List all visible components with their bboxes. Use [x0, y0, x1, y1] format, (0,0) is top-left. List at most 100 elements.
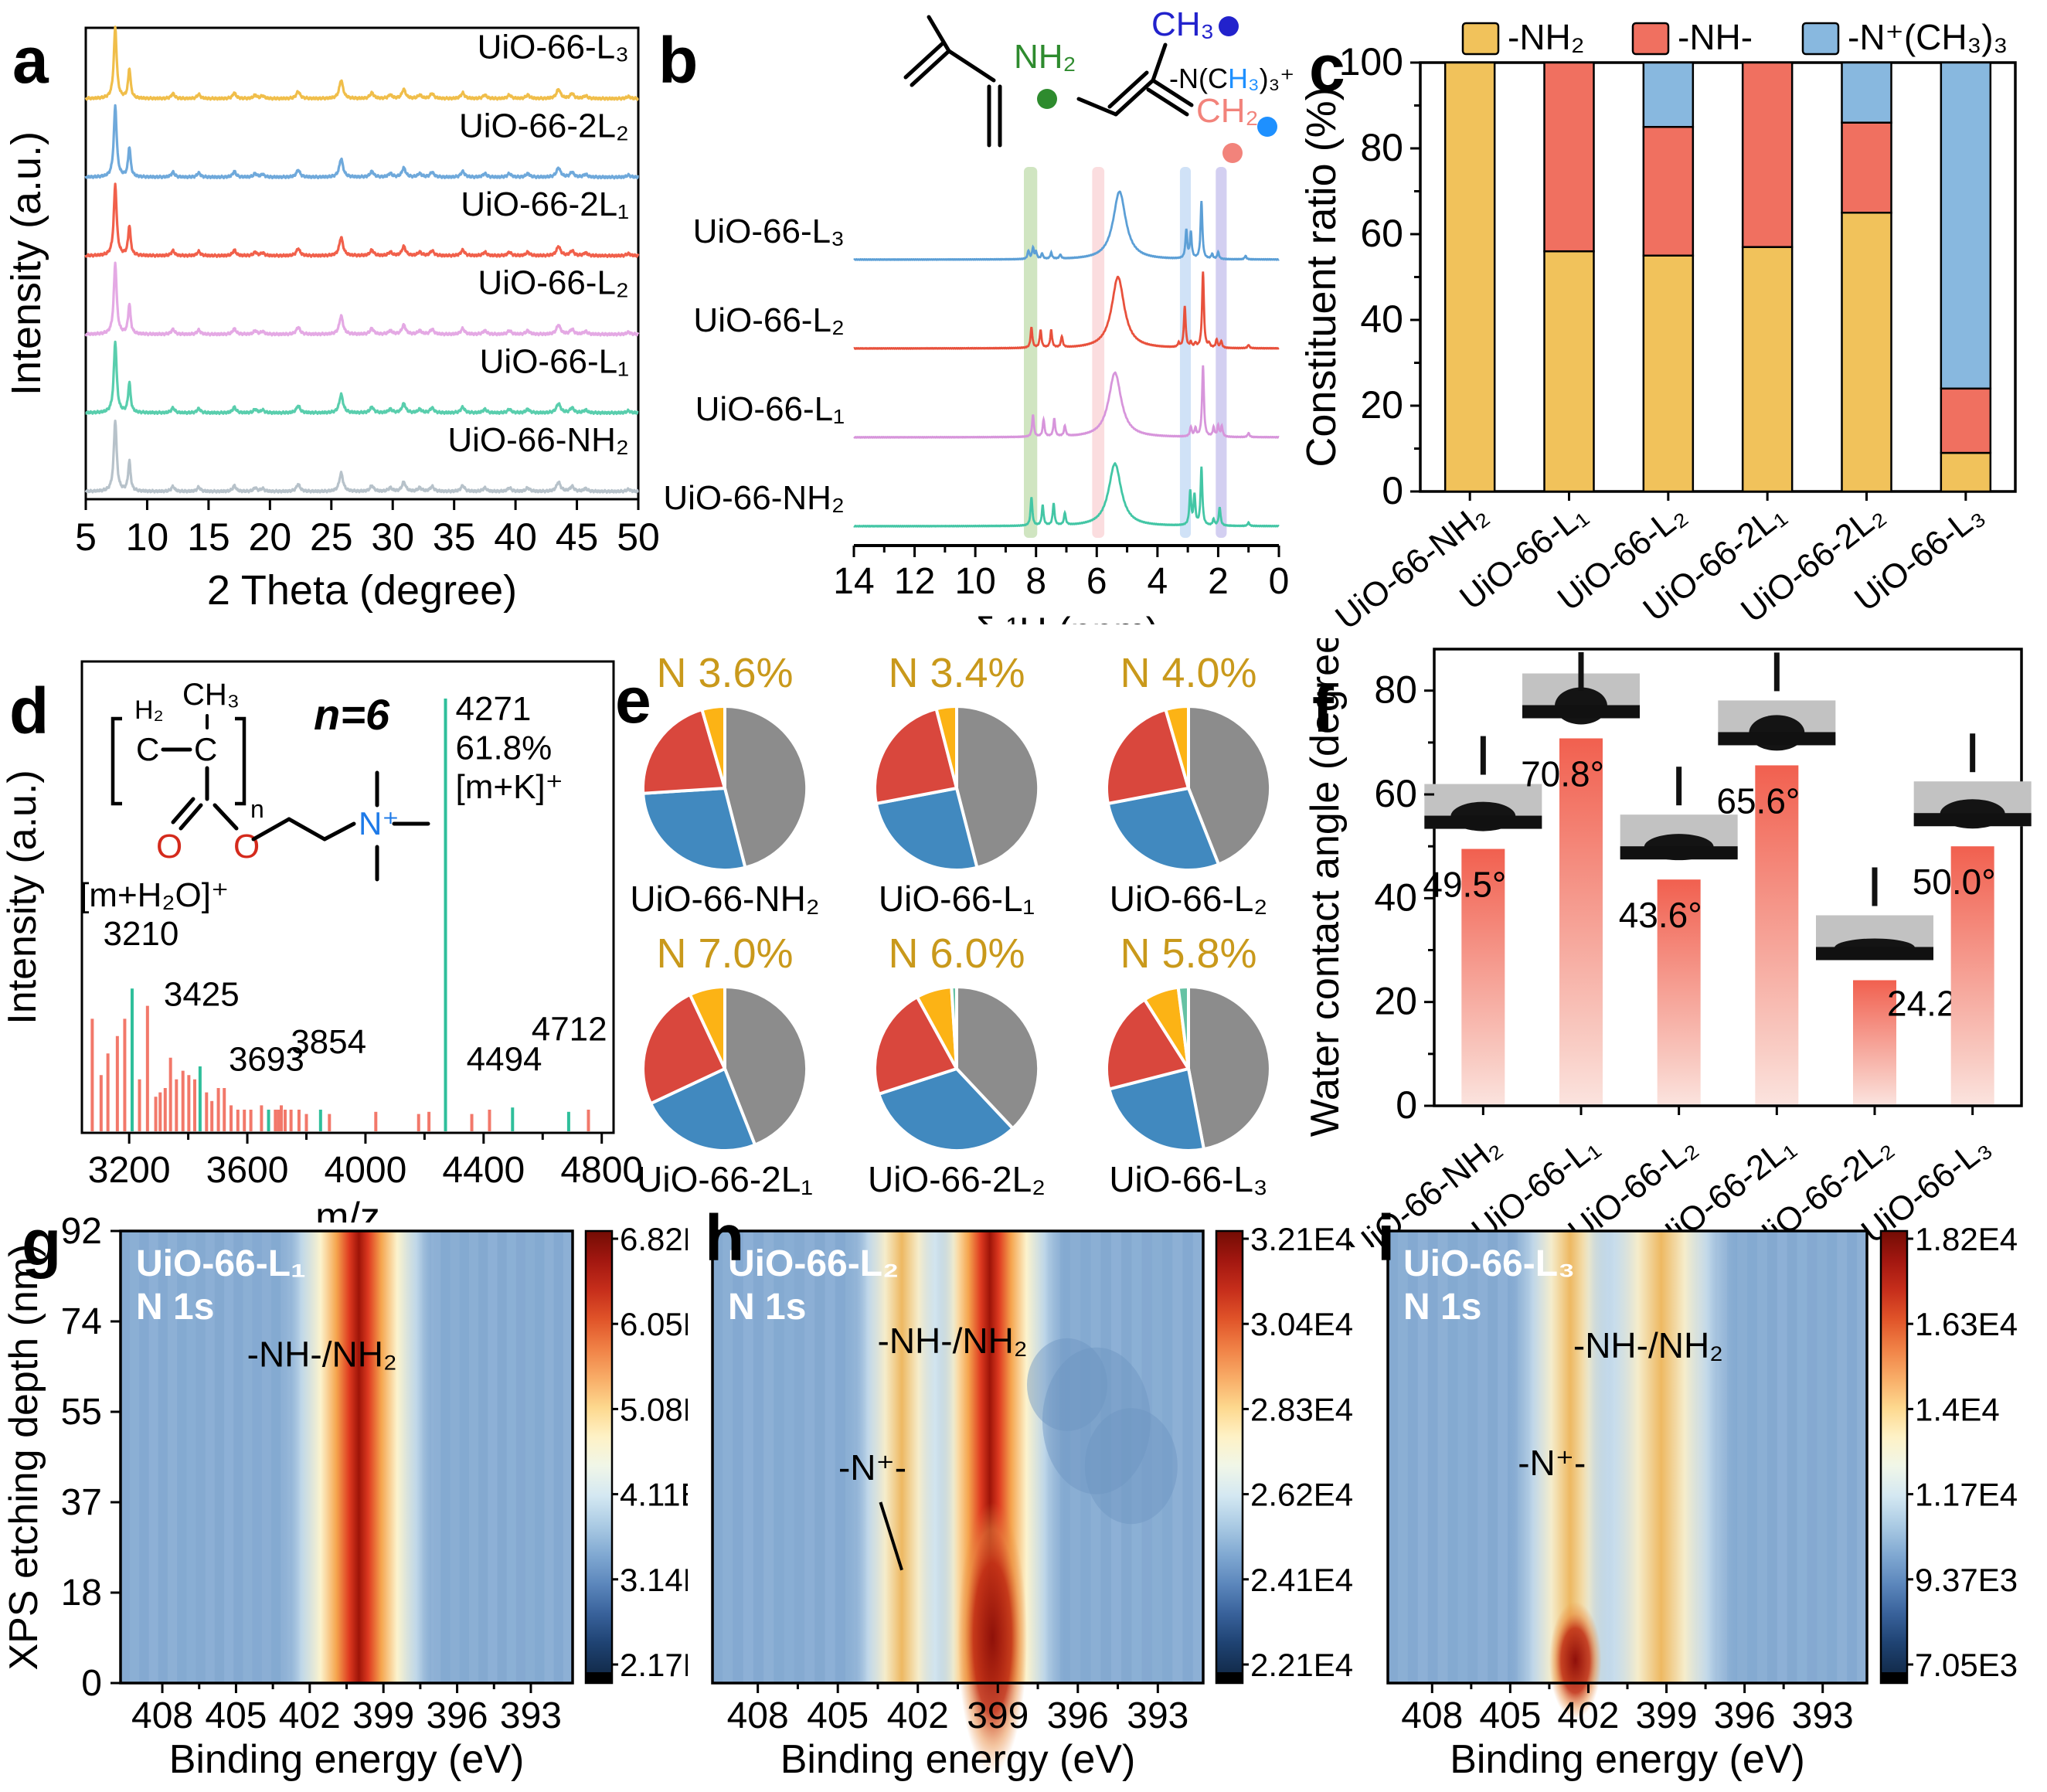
x-tick-label: 3600 — [206, 1150, 289, 1191]
x-tick-label: 405 — [205, 1695, 267, 1736]
colorbar-underflow — [1881, 1672, 1907, 1683]
y-tick-label: 40 — [1360, 298, 1403, 341]
x-axis-label: Binding energy (eV) — [780, 1737, 1136, 1782]
pie-chart — [1104, 984, 1272, 1152]
x-tick-label: 30 — [371, 515, 414, 559]
panel-letter-h: h — [705, 1202, 745, 1274]
plot-box — [80, 660, 615, 1134]
colorbar-tick-label: 1.63E4 — [1915, 1306, 2018, 1342]
legend-label: -NH₂ — [1508, 17, 1585, 57]
y-tick-label: 60 — [1360, 212, 1403, 255]
x-tick-label: 393 — [500, 1695, 562, 1736]
pie-slice-blue — [877, 1067, 1015, 1153]
y-tick-label: 40 — [1374, 876, 1417, 919]
colorbar-tick-label: 2.83E4 — [1250, 1391, 1353, 1427]
structure-bond — [171, 797, 196, 825]
y-tick-label: 37 — [61, 1482, 102, 1523]
panel-b: b NH₂ CH₃ CH₂ -N(CH₃)₃⁺ UiO-66-L₃ UiO-66-L₂ Ui… — [657, 5, 1303, 653]
panel-i-plot-xps-heatmap: UiO-66-L₃N 1s -NH-/NH₂ -N⁺- 408 405 402 399 396… — [1386, 1221, 2018, 1782]
pie-cell: N 4.0% UiO-66-L₂ — [1073, 644, 1304, 925]
pie-slice-gray — [723, 704, 809, 869]
xrd-trace — [84, 182, 640, 258]
xrd-trace — [84, 261, 640, 337]
series-label: UiO-66-NH₂ — [447, 421, 629, 459]
legend-label: -N⁺(CH₃)₃ — [1848, 17, 2008, 57]
heatmap-title: UiO-66-L₂ — [728, 1243, 899, 1284]
x-tick-label: 399 — [967, 1695, 1029, 1736]
panel-g-plot-xps-heatmap: UiO-66-L₁N 1s -NH-/NH₂ 408 405 402 399 396 393B… — [2, 1211, 723, 1782]
structure-bond — [287, 817, 327, 842]
needle-icon — [1676, 767, 1682, 806]
panel-e-pie-grid: N 3.6% UiO-66-NH₂ N 3.4% UiO-66-L₁ N 4.0% UiO… — [609, 644, 1304, 1205]
bar-segment — [1841, 121, 1892, 214]
pie-cell: N 7.0% UiO-66-2L₁ — [609, 925, 841, 1205]
y-tick-label: 55 — [61, 1392, 102, 1433]
species-annotation: -N⁺- — [1518, 1443, 1586, 1483]
heatmap-band — [1388, 1231, 1867, 1683]
heatmap-patch — [1084, 1408, 1178, 1525]
x-axis-label: Binding energy (eV) — [169, 1737, 525, 1782]
x-tick-label: 14 — [833, 561, 874, 602]
panel-g: g UiO-66-L₁ N 1s -NH-/NH₂ 408 405 402 399 396 39… — [2, 1204, 723, 1791]
panel-e: e N 3.6% UiO-66-NH₂ N 3.4% UiO-66-L₁ N 4.0% U… — [609, 644, 1304, 1205]
pie-slice-blue — [874, 787, 979, 872]
x-tick-label: 393 — [1127, 1695, 1188, 1736]
y-axis-label: XPS etching depth (nm) — [5, 1243, 46, 1670]
green-dot-icon — [1037, 89, 1057, 109]
y-tick-label: 0 — [81, 1663, 102, 1704]
colorbar-tick-label: 7.05E3 — [1915, 1647, 2018, 1683]
bar-segment — [1940, 387, 1992, 454]
colorbar-underflow — [586, 1672, 612, 1683]
y-axis-label: Constituent ratio (%) — [1304, 87, 1345, 467]
series-label: UiO-66-2L₂ — [459, 107, 629, 145]
nmr-highlight-band — [1179, 167, 1192, 538]
n-equals-label: n=6 — [314, 690, 390, 739]
bar-segment — [1841, 61, 1892, 124]
pie-slice-red — [1104, 998, 1190, 1091]
xrd-trace — [84, 340, 640, 416]
x-tick-label: 12 — [894, 561, 935, 602]
colorbar-tick-label: 1.4E4 — [1915, 1391, 2000, 1427]
peak-annotation: [m+K]⁺ — [456, 768, 563, 806]
nmr-highlight-band — [1024, 167, 1038, 538]
pie-cell: N 6.0% UiO-66-2L₂ — [841, 925, 1073, 1205]
panel-a-plot-xrd: UiO-66-L₃ UiO-66-2L₂ UiO-66-2L₁ UiO-66-L₂ Ui… — [3, 26, 660, 614]
y-tick-label: 74 — [61, 1301, 102, 1342]
wca-bar — [1559, 738, 1603, 1104]
y-tick-label: 80 — [1360, 126, 1403, 169]
x-tick-label: 399 — [1635, 1695, 1697, 1736]
structure-bond — [1114, 78, 1155, 117]
colorbar — [586, 1231, 612, 1672]
pie-slice-blue — [1106, 787, 1220, 872]
value-label: 70.8° — [1521, 754, 1604, 794]
panel-letter-d: d — [9, 675, 49, 747]
panel-letter-a: a — [12, 24, 49, 97]
peak-annotation: 3210 — [103, 915, 179, 953]
structure-label: C — [194, 731, 217, 767]
pie-slice-yellow — [688, 985, 726, 1070]
pie-cell: N 3.6% UiO-66-NH₂ — [609, 644, 841, 925]
legend-swatch — [1461, 22, 1500, 56]
peak-annotation: 61.8% — [456, 729, 553, 767]
colorbar-tick-label: 5.08E4 — [620, 1391, 688, 1427]
panel-h-plot-xps-heatmap: UiO-66-L₂N 1s -NH-/NH₂ -N⁺- 408 405 402 399 396… — [711, 1221, 1353, 1782]
heatmap-subtitle: N 1s — [136, 1287, 214, 1328]
x-tick-label: 4400 — [442, 1150, 525, 1191]
x-tick-label: 405 — [1479, 1695, 1541, 1736]
x-tick-label: 10 — [126, 515, 169, 559]
droplet-baseline — [1522, 705, 1640, 719]
heatmap-band — [712, 1231, 1203, 1683]
bar-segment — [1741, 246, 1794, 493]
x-category-label: UiO-66-NH₂ — [1328, 495, 1494, 637]
heatmap-title: UiO-66-L₁ — [136, 1243, 306, 1284]
panel-letter-i: i — [1377, 1202, 1396, 1274]
bracket-left — [111, 716, 122, 806]
pie-name-label: UiO-66-L₁ — [878, 879, 1035, 919]
nmr-trace — [853, 190, 1280, 261]
y-tick-label: 20 — [1360, 383, 1403, 427]
pie-nitrogen-label: N 6.0% — [888, 930, 1025, 977]
series-label: UiO-66-L₂ — [693, 301, 845, 339]
colorbar-tick-label: 2.62E4 — [1250, 1477, 1353, 1513]
heatmap-title: UiO-66-L₃ — [1403, 1243, 1575, 1284]
